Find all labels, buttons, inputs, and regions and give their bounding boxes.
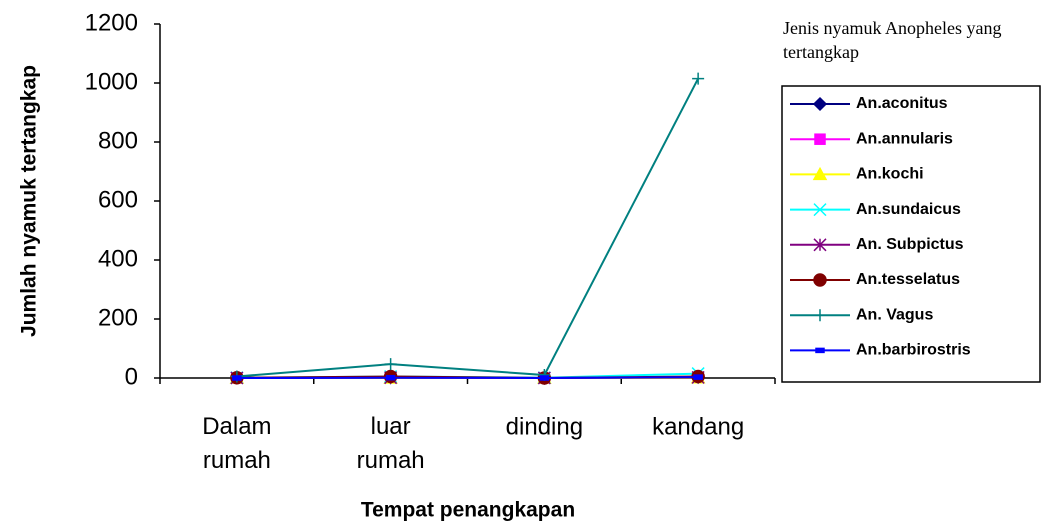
marker	[814, 309, 826, 322]
legend-label: An.sundaicus	[856, 201, 961, 218]
x-tick-label-line: Dalam	[202, 413, 271, 440]
marker	[812, 166, 828, 181]
y-tick-label: 800	[98, 127, 138, 154]
series-line	[236, 376, 699, 380]
x-tick-label-line: luar	[371, 413, 411, 440]
legend-title: Jenis nyamuk Anopheles yang tertangkap	[783, 18, 1002, 62]
legend-label: An.annularis	[856, 130, 953, 147]
legend-label: An.aconitus	[856, 95, 948, 112]
marker	[232, 375, 242, 381]
marker	[692, 72, 705, 85]
x-tick-label: Dalam rumah	[202, 413, 271, 474]
x-tick-label: dinding	[506, 413, 583, 440]
marker	[384, 358, 397, 371]
y-tick-label: 1000	[85, 68, 138, 95]
x-tick-label: kandang	[652, 413, 744, 440]
y-tick-label: 0	[125, 363, 138, 390]
y-tick-label: 200	[98, 304, 138, 331]
legend-label: An. Vagus	[856, 306, 933, 323]
marker	[814, 133, 826, 145]
y-tick-label: 600	[98, 186, 138, 213]
marker	[815, 347, 825, 354]
marker	[813, 203, 827, 217]
y-axis-title: Jumlah nyamuk tertangkap	[18, 65, 41, 337]
legend-label: An.kochi	[856, 166, 924, 183]
x-tick-label-line: rumah	[357, 447, 425, 474]
marker	[385, 374, 396, 381]
marker	[539, 375, 550, 381]
series-line	[236, 78, 700, 378]
marker	[813, 238, 827, 252]
legend-label: An.barbirostris	[856, 342, 971, 359]
x-tick-label-line: rumah	[203, 447, 271, 474]
x-axis-title: Tempat penangkapan	[361, 499, 575, 522]
marker	[813, 273, 827, 287]
x-tick-label: luar rumah	[357, 413, 425, 474]
y-tick-label: 1200	[85, 9, 138, 36]
marker	[693, 374, 703, 380]
y-tick-label: 400	[98, 245, 138, 272]
legend-label: An. Subpictus	[856, 236, 964, 253]
legend-label: An.tesselatus	[856, 271, 960, 288]
marker	[812, 96, 828, 112]
